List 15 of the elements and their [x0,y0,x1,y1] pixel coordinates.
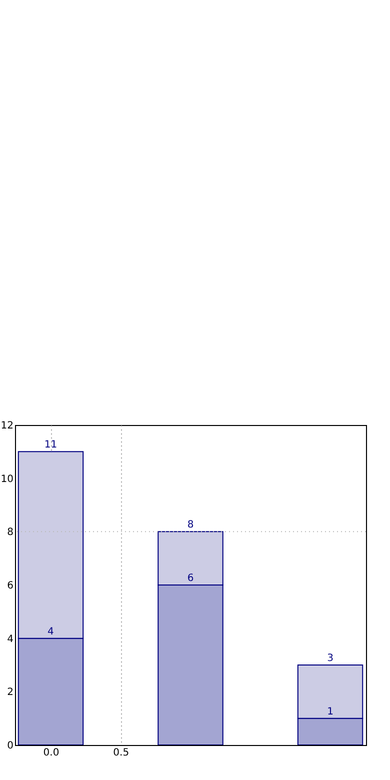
y-tick-label: 12 [0,420,14,432]
y-tick-label: 6 [7,580,14,592]
y-tick-label: 0 [7,740,14,752]
total-label: 11 [44,440,58,451]
data-label: 6 [187,573,194,584]
data-label: 1 [327,706,334,718]
y-tick-label: 8 [7,527,14,538]
y-tick-label: 2 [7,687,14,698]
y-tick-label: 4 [7,634,14,645]
data-label: 4 [48,626,54,638]
y-tick-label: 10 [0,474,14,485]
x-tick-label: 0.5 [113,748,130,758]
total-label: 3 [327,653,334,664]
total-label: 8 [187,520,194,531]
x-tick-label: 0.0 [43,748,60,758]
